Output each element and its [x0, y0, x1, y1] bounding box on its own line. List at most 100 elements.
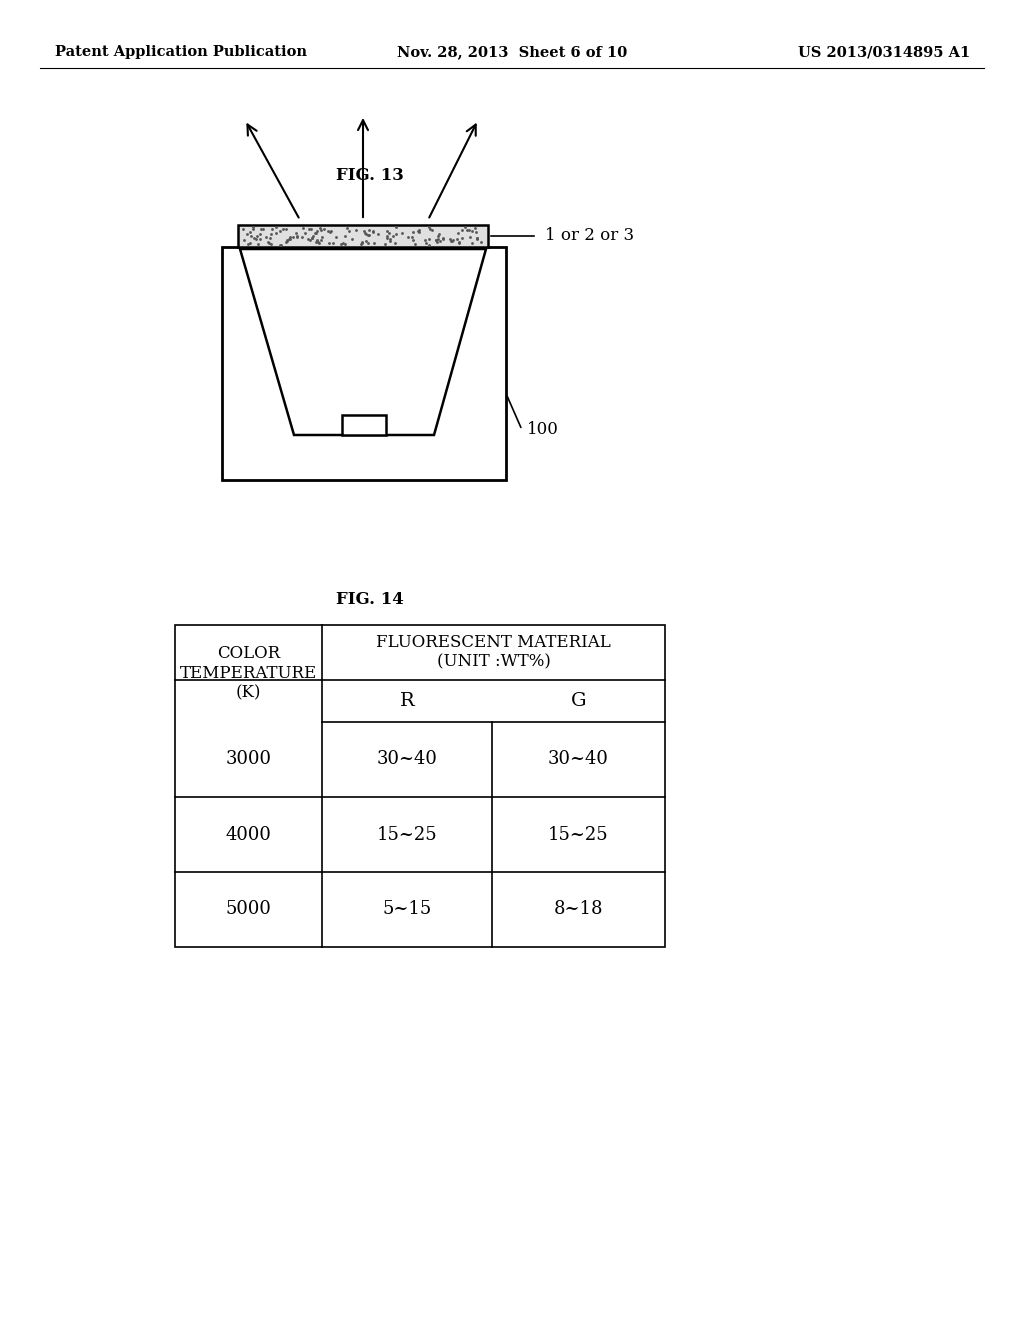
Point	[283, 228, 299, 249]
Point	[328, 226, 344, 247]
Text: FIG. 14: FIG. 14	[336, 591, 403, 609]
Point	[337, 226, 353, 247]
Point	[245, 219, 261, 240]
Point	[421, 228, 437, 249]
Point	[422, 218, 438, 239]
Point	[340, 220, 356, 242]
Point	[403, 226, 420, 247]
Point	[451, 231, 467, 252]
Point	[418, 232, 434, 253]
Point	[454, 219, 470, 240]
Point	[337, 234, 353, 255]
Point	[404, 222, 421, 243]
Point	[263, 218, 280, 239]
Point	[435, 228, 452, 249]
Point	[335, 232, 351, 253]
Point	[467, 216, 483, 238]
Point	[271, 234, 288, 255]
Point	[406, 230, 422, 251]
Point	[469, 227, 485, 248]
Point	[381, 230, 397, 251]
Point	[304, 227, 321, 248]
Point	[294, 227, 310, 248]
Point	[359, 224, 376, 246]
Point	[253, 218, 269, 239]
Point	[473, 232, 489, 253]
Bar	[222, 247, 506, 480]
Point	[429, 231, 445, 252]
Point	[279, 231, 295, 252]
Point	[353, 232, 370, 253]
Text: R: R	[399, 692, 415, 710]
Point	[407, 234, 423, 255]
Point	[355, 220, 372, 242]
Point	[370, 223, 386, 244]
Point	[296, 223, 312, 244]
Point	[271, 220, 288, 242]
Point	[279, 230, 295, 251]
Point	[236, 230, 252, 251]
Point	[323, 220, 339, 242]
Point	[262, 228, 279, 249]
Point	[360, 220, 377, 242]
Point	[282, 228, 298, 249]
Point	[278, 218, 294, 239]
Point	[307, 231, 324, 252]
Text: COLOR
TEMPERATURE
(K): COLOR TEMPERATURE (K)	[180, 645, 317, 702]
Point	[295, 216, 311, 238]
Point	[379, 227, 395, 248]
Point	[434, 228, 451, 249]
Point	[424, 219, 440, 240]
Point	[243, 226, 259, 247]
Point	[385, 226, 401, 247]
Point	[302, 230, 318, 251]
Point	[381, 223, 397, 244]
Point	[236, 218, 252, 239]
Point	[468, 220, 484, 242]
Point	[442, 231, 459, 252]
Point	[449, 228, 465, 249]
Point	[282, 227, 298, 248]
Point	[348, 219, 365, 240]
Point	[431, 223, 447, 244]
Point	[263, 223, 280, 244]
Point	[357, 222, 374, 243]
Point	[267, 216, 284, 238]
Point	[379, 220, 395, 242]
Text: 4000: 4000	[225, 825, 271, 843]
Point	[312, 219, 329, 240]
Point	[322, 222, 338, 243]
Point	[353, 234, 370, 255]
Point	[304, 226, 321, 247]
Point	[464, 232, 480, 253]
Point	[306, 223, 323, 244]
Point	[246, 227, 262, 248]
Point	[382, 228, 398, 249]
Point	[367, 232, 383, 253]
Point	[432, 231, 449, 252]
Point	[325, 232, 341, 253]
Text: 15~25: 15~25	[548, 825, 609, 843]
Point	[288, 223, 304, 244]
Point	[354, 231, 371, 252]
Point	[321, 232, 337, 253]
Point	[255, 218, 271, 239]
Point	[268, 222, 285, 243]
Point	[388, 216, 404, 238]
Text: 5~15: 5~15	[382, 900, 432, 919]
Point	[289, 227, 305, 248]
Point	[359, 232, 376, 253]
Point	[260, 232, 276, 253]
Text: 8~18: 8~18	[554, 900, 603, 919]
Point	[257, 227, 273, 248]
Point	[357, 231, 374, 252]
Point	[338, 218, 354, 239]
Point	[333, 234, 349, 255]
Point	[411, 220, 427, 242]
Point	[307, 222, 324, 243]
Point	[417, 228, 433, 249]
Point	[411, 222, 427, 243]
Point	[366, 220, 382, 242]
Text: G: G	[570, 692, 587, 710]
Point	[469, 228, 485, 249]
